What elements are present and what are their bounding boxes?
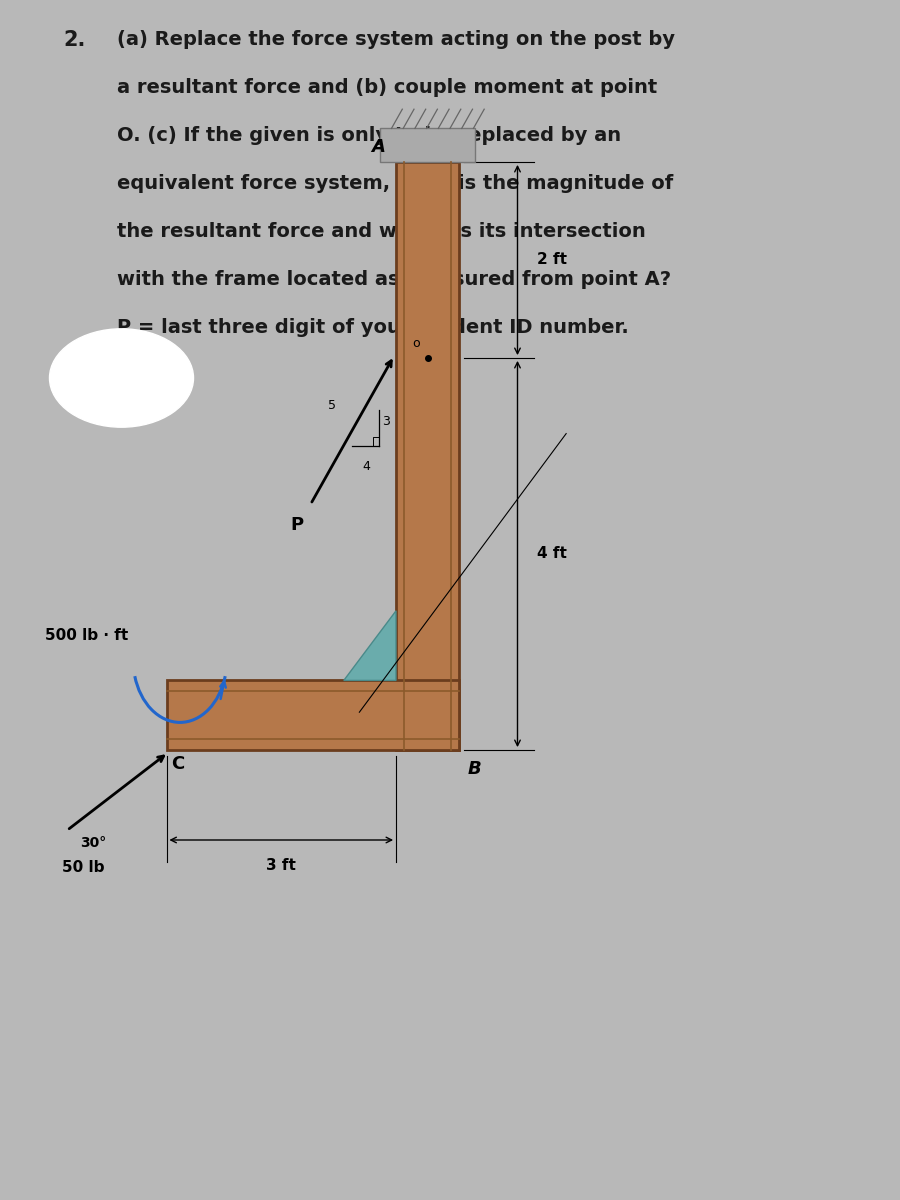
Text: (a) Replace the force system acting on the post by: (a) Replace the force system acting on t… xyxy=(117,30,675,49)
Bar xyxy=(166,680,459,750)
Text: equivalent force system, what is the magnitude of: equivalent force system, what is the mag… xyxy=(117,174,673,193)
Bar xyxy=(396,162,459,750)
Text: A: A xyxy=(372,138,385,156)
Text: P: P xyxy=(290,516,303,534)
Polygon shape xyxy=(344,611,396,680)
Bar xyxy=(380,128,475,162)
Text: a resultant force and (b) couple moment at point: a resultant force and (b) couple moment … xyxy=(117,78,657,97)
Text: 3: 3 xyxy=(382,415,390,428)
Text: 50 lb: 50 lb xyxy=(62,860,105,876)
Text: B: B xyxy=(468,760,482,778)
Text: 2.: 2. xyxy=(63,30,86,50)
Text: O. (c) If the given is only to be replaced by an: O. (c) If the given is only to be replac… xyxy=(117,126,621,145)
Text: o: o xyxy=(413,336,420,349)
Text: 4: 4 xyxy=(362,460,370,473)
Text: 500 lb · ft: 500 lb · ft xyxy=(45,629,128,643)
Text: 2 ft: 2 ft xyxy=(537,252,567,268)
Text: the resultant force and where is its intersection: the resultant force and where is its int… xyxy=(117,222,646,241)
Text: 3 ft: 3 ft xyxy=(266,858,296,874)
Text: P = last three digit of your student ID number.: P = last three digit of your student ID … xyxy=(117,318,629,337)
Text: 5: 5 xyxy=(328,398,336,412)
Text: 30°: 30° xyxy=(80,836,107,851)
Text: C: C xyxy=(171,755,184,773)
Text: with the frame located as measured from point A?: with the frame located as measured from … xyxy=(117,270,671,289)
Text: 4 ft: 4 ft xyxy=(537,546,567,562)
Ellipse shape xyxy=(50,329,194,427)
